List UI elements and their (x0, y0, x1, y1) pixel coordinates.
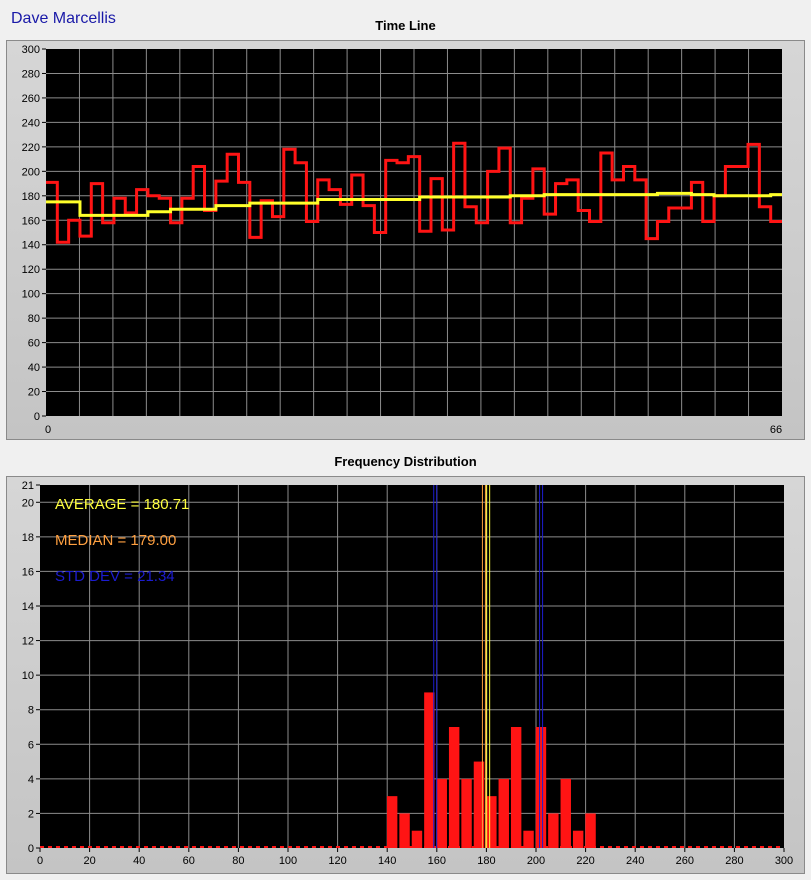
timeline-chart: 0 20 40 60 80 100 120 140 160 180 200 220 240 260 280 3… (22, 44, 782, 436)
frequency-y-tick-label: 16 (22, 566, 34, 578)
frequency-y-tick-label: 20 (22, 497, 34, 509)
frequency-y-tick-label: 6 (28, 739, 34, 751)
timeline-series-yellow (46, 191, 782, 217)
timeline-chart-title: Time Line (375, 18, 436, 33)
frequency-y-tick-label: 0 (28, 843, 34, 855)
frequency-bar (523, 830, 534, 848)
frequency-chart: 0 20 40 60 80 100 120 140 160 180 200 220 240 260 280 3… (22, 480, 793, 867)
frequency-bar (461, 778, 472, 848)
frequency-y-tick-label: 18 (22, 532, 34, 544)
frequency-chart-panel: 0 20 40 60 80 100 120 140 160 180 200 220 240 260 280 3… (6, 476, 805, 874)
timeline-x-tick-label: 0 (45, 424, 51, 436)
frequency-y-tick-label: 21 (22, 480, 34, 492)
timeline-y-tick-label: 200 (22, 166, 40, 178)
timeline-y-tick-label: 20 (28, 387, 40, 399)
stddev-annotation: STD DEV = 21.34 (55, 568, 175, 585)
frequency-bar (386, 796, 398, 848)
timeline-y-tick-label: 60 (28, 338, 40, 350)
timeline-y-tick-label: 80 (28, 313, 40, 325)
frequency-y-tick-label: 10 (22, 670, 34, 682)
frequency-x-tick-label: 20 (83, 855, 95, 867)
frequency-bar (498, 778, 509, 848)
frequency-x-tick-label: 0 (37, 855, 43, 867)
frequency-x-tick-label: 280 (725, 855, 743, 867)
timeline-y-tick-label: 160 (22, 215, 40, 227)
frequency-y-tick-label: 2 (28, 808, 34, 820)
frequency-x-tick-label: 200 (527, 855, 545, 867)
frequency-x-tick-label: 80 (232, 855, 244, 867)
frequency-bar (572, 830, 584, 848)
frequency-y-tick-label: 4 (28, 774, 34, 786)
timeline-y-tick-label: 300 (22, 44, 40, 56)
frequency-bar (399, 813, 410, 848)
frequency-x-tick-label: 260 (676, 855, 694, 867)
frequency-y-tick-label: 12 (22, 636, 34, 648)
frequency-x-tick-label: 100 (279, 855, 297, 867)
timeline-y-tick-label: 120 (22, 264, 40, 276)
frequency-bar (510, 727, 522, 848)
frequency-chart-title: Frequency Distribution (334, 454, 477, 469)
frequency-bar (585, 813, 596, 848)
timeline-y-tick-label: 100 (22, 289, 40, 301)
frequency-x-tick-label: 140 (378, 855, 396, 867)
timeline-x-tick-label: 66 (770, 424, 782, 436)
frequency-bar (486, 796, 497, 848)
timeline-chart-panel: 0 20 40 60 80 100 120 140 160 180 200 220 240 260 280 3… (6, 40, 805, 440)
timeline-y-tick-label: 220 (22, 142, 40, 154)
frequency-bar (560, 778, 571, 848)
frequency-bar (424, 692, 435, 848)
timeline-y-tick-label: 180 (22, 191, 40, 203)
app-title: Dave Marcellis (11, 10, 116, 27)
frequency-bar (411, 830, 423, 848)
timeline-y-tick-label: 140 (22, 240, 40, 252)
frequency-x-tick-label: 180 (477, 855, 495, 867)
timeline-y-tick-label: 240 (22, 117, 40, 129)
frequency-x-tick-label: 220 (576, 855, 594, 867)
frequency-x-tick-label: 60 (183, 855, 195, 867)
frequency-bar (448, 727, 460, 848)
frequency-plot-area (40, 485, 784, 848)
timeline-y-tick-label: 260 (22, 93, 40, 105)
frequency-bar (473, 761, 485, 848)
frequency-x-tick-label: 160 (428, 855, 446, 867)
frequency-x-tick-label: 240 (626, 855, 644, 867)
frequency-y-tick-label: 8 (28, 705, 34, 717)
median-annotation: MEDIAN = 179.00 (55, 532, 176, 549)
frequency-bar (535, 727, 547, 848)
frequency-y-tick-label: 14 (22, 601, 34, 613)
frequency-bar (548, 813, 559, 848)
frequency-x-tick-label: 300 (775, 855, 793, 867)
timeline-y-tick-label: 40 (28, 362, 40, 374)
frequency-bar (436, 778, 447, 848)
average-annotation: AVERAGE = 180.71 (55, 496, 189, 513)
timeline-series-red (46, 141, 782, 244)
timeline-y-tick-label: 0 (34, 411, 40, 423)
frequency-x-tick-label: 40 (133, 855, 145, 867)
frequency-x-tick-label: 120 (328, 855, 346, 867)
timeline-y-tick-label: 280 (22, 68, 40, 80)
